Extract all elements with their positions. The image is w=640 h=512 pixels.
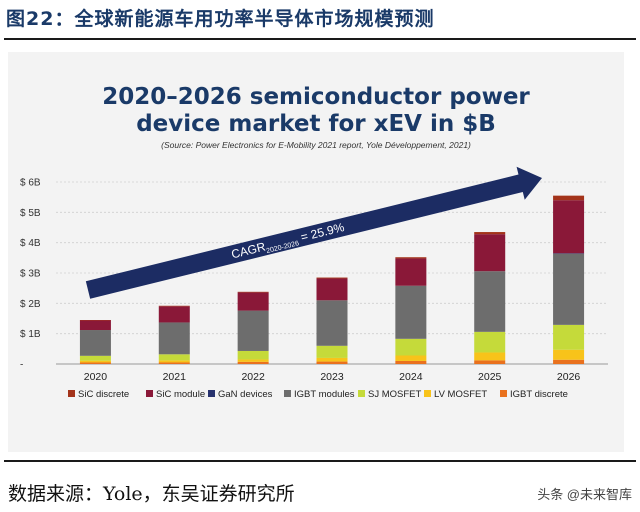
bar-segment-igbt-modules-2025 xyxy=(474,271,506,332)
y-tick-label: $ 4B xyxy=(20,238,41,249)
x-tick-label: 2024 xyxy=(399,371,423,383)
stacked-bar-chart: $ 6B $ 5B $ 4B $ 3B $ 2B $ 1B - 2020 2021 2022 202… xyxy=(20,166,608,400)
bar-segment-lv-mosfet-2026 xyxy=(553,349,585,360)
chart-subtitle: (Source: Power Electronics for E-Mobilit… xyxy=(161,140,471,150)
bar-segment-sic-discrete-2025 xyxy=(474,232,506,235)
bar-segment-igbt-modules-2020 xyxy=(79,330,111,356)
watermark: 头条 @未来智库 xyxy=(537,487,632,502)
bar-segment-lv-mosfet-2022 xyxy=(237,359,269,362)
legend-swatch xyxy=(146,390,153,397)
y-tick-label: - xyxy=(20,360,23,371)
bar-segment-igbt-discrete-2022 xyxy=(237,361,269,364)
y-tick-label: $ 6B xyxy=(20,178,41,189)
bar-segment-sj-mosfet-2020 xyxy=(79,355,111,361)
bar-segment-sj-mosfet-2025 xyxy=(474,331,506,353)
bar-segment-sic-discrete-2026 xyxy=(553,195,585,201)
legend-swatch xyxy=(424,390,431,397)
x-tick-label: 2023 xyxy=(320,371,344,383)
legend-label: IGBT discrete xyxy=(510,389,568,400)
bar-segment-sic-discrete-2023 xyxy=(316,277,348,279)
bar-segment-sic-discrete-2020 xyxy=(79,320,111,321)
figure-title: 图22：全球新能源车用功率半导体市场规模预测 xyxy=(6,8,435,30)
bar-segment-lv-mosfet-2021 xyxy=(158,360,190,363)
bar-segment-sic-module-2026 xyxy=(553,200,585,254)
y-tick-label: $ 3B xyxy=(20,269,41,280)
bar-segment-sic-module-2021 xyxy=(158,306,190,323)
bar-segment-sic-discrete-2021 xyxy=(158,305,190,307)
x-tick-label: 2025 xyxy=(478,371,502,383)
bar-segment-sj-mosfet-2024 xyxy=(395,338,427,356)
bottom-divider xyxy=(4,460,636,462)
bar-segment-igbt-modules-2023 xyxy=(316,300,348,346)
bar-segment-lv-mosfet-2024 xyxy=(395,355,427,361)
bar-segment-igbt-discrete-2025 xyxy=(474,360,506,364)
legend-swatch xyxy=(68,390,75,397)
legend-label: SJ MOSFET xyxy=(368,389,422,400)
bar-segment-sj-mosfet-2021 xyxy=(158,354,190,361)
bar-segment-lv-mosfet-2025 xyxy=(474,352,506,361)
bar-segment-igbt-modules-2024 xyxy=(395,285,427,339)
cagr-arrow-shape xyxy=(85,166,543,299)
bar-segment-sic-discrete-2024 xyxy=(395,257,427,259)
legend-label: LV MOSFET xyxy=(434,389,487,400)
legend-swatch xyxy=(358,390,365,397)
bar-segment-sic-module-2024 xyxy=(395,258,427,286)
bar-segment-lv-mosfet-2020 xyxy=(79,360,111,363)
x-tick-label: 2026 xyxy=(557,371,581,383)
chart-title-line1: 2020–2026 semiconductor power xyxy=(102,84,530,110)
x-tick-label: 2022 xyxy=(241,371,265,383)
legend-label: SiC module xyxy=(156,389,205,400)
y-tick-label: $ 1B xyxy=(20,329,41,340)
x-tick-label: 2021 xyxy=(163,371,187,383)
bar-segment-igbt-discrete-2024 xyxy=(395,360,427,364)
bar-segment-sic-discrete-2022 xyxy=(237,291,269,293)
bar-segment-sic-module-2022 xyxy=(237,292,269,311)
source-note: 数据来源：Yole，东吴证券研究所 xyxy=(8,483,295,505)
y-tick-label: $ 5B xyxy=(20,208,41,219)
legend-label: SiC discrete xyxy=(78,389,129,400)
bar-segment-igbt-discrete-2026 xyxy=(553,359,585,364)
chart-title-line2: device market for xEV in $B xyxy=(136,111,496,137)
y-tick-label: $ 2B xyxy=(20,299,41,310)
bar-segment-igbt-modules-2026 xyxy=(553,253,585,325)
bar-segment-sj-mosfet-2023 xyxy=(316,345,348,358)
legend-swatch xyxy=(500,390,507,397)
bar-segment-lv-mosfet-2023 xyxy=(316,357,348,362)
bar-segment-sic-module-2025 xyxy=(474,234,506,272)
legend-swatch xyxy=(208,390,215,397)
legend-label: GaN devices xyxy=(218,389,273,400)
bar-segment-igbt-modules-2021 xyxy=(158,322,190,355)
bar-segment-gan-devices-2026 xyxy=(553,253,585,254)
legend-label: IGBT modules xyxy=(294,389,355,400)
chart-panel: 2020–2026 semiconductor power device mar… xyxy=(8,52,624,452)
bar-segment-igbt-modules-2022 xyxy=(237,310,269,351)
top-divider xyxy=(4,38,636,40)
bar-segment-sj-mosfet-2026 xyxy=(553,324,585,350)
bar-segment-igbt-discrete-2021 xyxy=(158,362,190,364)
bar-segment-sj-mosfet-2022 xyxy=(237,350,269,360)
bar-segment-sic-module-2020 xyxy=(79,320,111,331)
bar-segment-sic-module-2023 xyxy=(316,278,348,301)
bar-segment-igbt-discrete-2023 xyxy=(316,361,348,364)
x-tick-label: 2020 xyxy=(84,371,108,383)
bar-segment-igbt-discrete-2020 xyxy=(79,362,111,364)
legend-swatch xyxy=(284,390,291,397)
